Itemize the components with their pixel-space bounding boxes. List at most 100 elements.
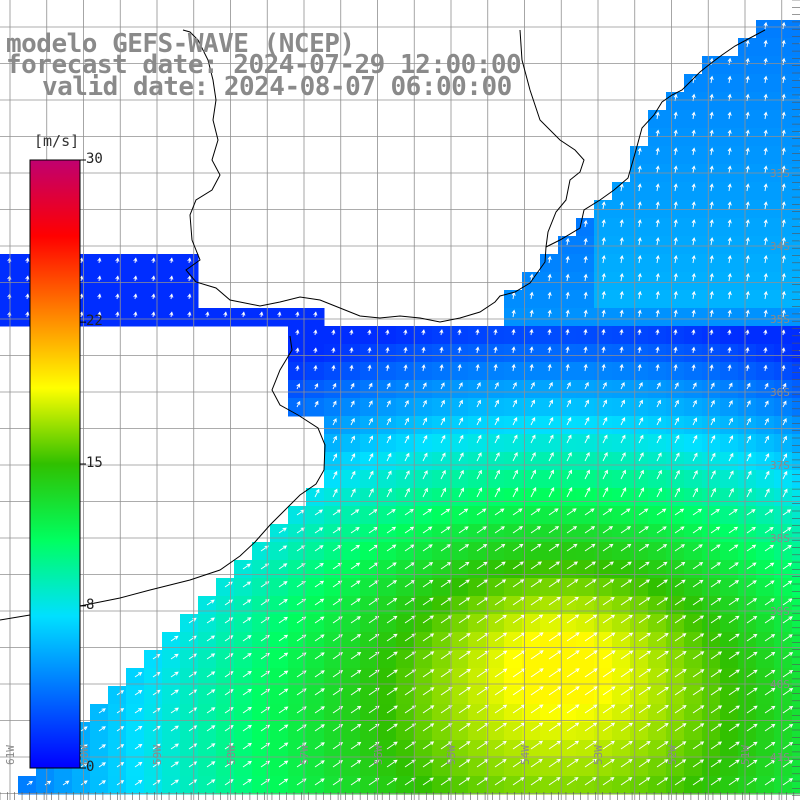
wind-speed-cell bbox=[774, 128, 793, 147]
wind-vector-arrow bbox=[638, 759, 651, 768]
wind-speed-cell bbox=[702, 470, 721, 489]
wind-speed-cell bbox=[738, 92, 757, 111]
wind-speed-cell bbox=[612, 326, 631, 345]
wind-speed-cell bbox=[288, 326, 307, 345]
wind-vector-arrow bbox=[530, 579, 543, 588]
wind-speed-cell bbox=[684, 128, 703, 147]
wind-speed-cell bbox=[540, 380, 559, 399]
wind-speed-cell bbox=[792, 758, 800, 777]
wind-vector-arrow bbox=[584, 434, 590, 444]
wind-speed-cell bbox=[558, 488, 577, 507]
wind-speed-cell bbox=[756, 272, 775, 291]
wind-speed-cell bbox=[630, 416, 649, 435]
wind-vector-arrow bbox=[601, 237, 606, 246]
wind-speed-cell bbox=[144, 308, 163, 327]
wind-speed-cell bbox=[702, 398, 721, 417]
wind-vector-arrow bbox=[278, 778, 289, 786]
wind-vector-arrow bbox=[728, 562, 739, 570]
wind-vector-arrow bbox=[674, 544, 685, 552]
wind-speed-cell bbox=[90, 272, 109, 291]
wind-speed-cell bbox=[594, 380, 613, 399]
wind-vector-arrow bbox=[727, 329, 732, 336]
wind-speed-cell bbox=[450, 344, 469, 363]
wind-vector-arrow bbox=[782, 742, 794, 750]
wind-vector-arrow bbox=[134, 707, 143, 714]
wind-vector-arrow bbox=[349, 329, 354, 336]
wind-vector-arrow bbox=[512, 487, 519, 498]
wind-vector-arrow bbox=[566, 777, 579, 786]
wind-vector-arrow bbox=[421, 346, 426, 354]
wind-speed-cell bbox=[738, 344, 757, 363]
wind-vector-arrow bbox=[620, 686, 634, 696]
title-valid-date: valid date: 2024-08-07 06:00:00 bbox=[42, 72, 512, 102]
wind-speed-cell bbox=[648, 434, 667, 453]
wind-speed-cell bbox=[540, 470, 559, 489]
wind-vector-arrow bbox=[763, 75, 768, 84]
wind-vector-arrow bbox=[746, 633, 758, 642]
wind-vector-arrow bbox=[566, 614, 580, 624]
wind-vector-arrow bbox=[673, 309, 678, 318]
wind-vector-arrow bbox=[313, 311, 318, 318]
wind-speed-cell bbox=[612, 236, 631, 255]
wind-vector-arrow bbox=[727, 147, 732, 156]
wind-vector-arrow bbox=[781, 290, 786, 300]
wind-vector-arrow bbox=[97, 275, 102, 282]
wind-vector-arrow bbox=[656, 686, 669, 696]
wind-speed-cell bbox=[630, 452, 649, 471]
wind-speed-cell bbox=[720, 290, 739, 309]
wind-speed-cell bbox=[324, 380, 343, 399]
wind-vector-arrow bbox=[170, 653, 179, 660]
wind-vector-arrow bbox=[440, 526, 451, 534]
wind-vector-arrow bbox=[728, 452, 734, 462]
wind-vector-arrow bbox=[584, 469, 590, 480]
wind-vector-arrow bbox=[476, 487, 483, 498]
wind-vector-arrow bbox=[494, 740, 507, 750]
wind-vector-arrow bbox=[727, 201, 732, 210]
wind-vector-arrow bbox=[620, 704, 634, 714]
wind-vector-arrow bbox=[98, 708, 106, 714]
wind-vector-arrow bbox=[764, 562, 775, 570]
wind-speed-cell bbox=[774, 308, 793, 327]
wind-vector-arrow bbox=[727, 309, 732, 318]
wind-vector-arrow bbox=[566, 399, 571, 408]
wind-vector-arrow bbox=[692, 777, 704, 786]
wind-vector-arrow bbox=[98, 744, 106, 750]
wind-vector-arrow bbox=[331, 347, 336, 354]
wind-vector-arrow bbox=[278, 742, 289, 750]
wind-vector-arrow bbox=[422, 777, 434, 786]
wind-vector-arrow bbox=[763, 21, 768, 30]
wind-vector-arrow bbox=[710, 562, 721, 570]
wind-vector-arrow bbox=[637, 255, 642, 264]
wind-speed-cell bbox=[378, 416, 397, 435]
wind-speed-cell bbox=[414, 380, 433, 399]
wind-vector-arrow bbox=[151, 275, 156, 282]
wind-vector-arrow bbox=[476, 650, 490, 660]
wind-speed-cell bbox=[648, 182, 667, 201]
wind-vector-arrow bbox=[692, 417, 698, 426]
wind-vector-arrow bbox=[656, 469, 662, 480]
wind-speed-cell bbox=[486, 416, 505, 435]
longitude-label: 52W bbox=[665, 745, 679, 765]
wind-speed-cell bbox=[576, 272, 595, 291]
wind-vector-arrow bbox=[422, 669, 435, 678]
wind-speed-cell bbox=[306, 380, 325, 399]
wind-speed-cell bbox=[594, 236, 613, 255]
wind-vector-arrow bbox=[620, 399, 625, 408]
wind-vector-arrow bbox=[602, 596, 615, 606]
wind-vector-arrow bbox=[583, 363, 588, 372]
wind-speed-cell bbox=[774, 362, 793, 381]
wind-vector-arrow bbox=[530, 614, 544, 624]
wind-speed-cell bbox=[666, 416, 685, 435]
wind-vector-arrow bbox=[332, 562, 343, 570]
wind-speed-cell bbox=[792, 614, 800, 633]
wind-vector-arrow bbox=[638, 632, 651, 642]
wind-vector-arrow bbox=[728, 400, 733, 408]
wind-vector-arrow bbox=[673, 111, 678, 120]
wind-speed-cell bbox=[414, 452, 433, 471]
wind-speed-cell bbox=[522, 470, 541, 489]
wind-speed-cell bbox=[756, 56, 775, 75]
wind-vector-arrow bbox=[169, 257, 174, 264]
wind-speed-cell bbox=[378, 326, 397, 345]
latitude-label: 34S bbox=[770, 240, 790, 253]
